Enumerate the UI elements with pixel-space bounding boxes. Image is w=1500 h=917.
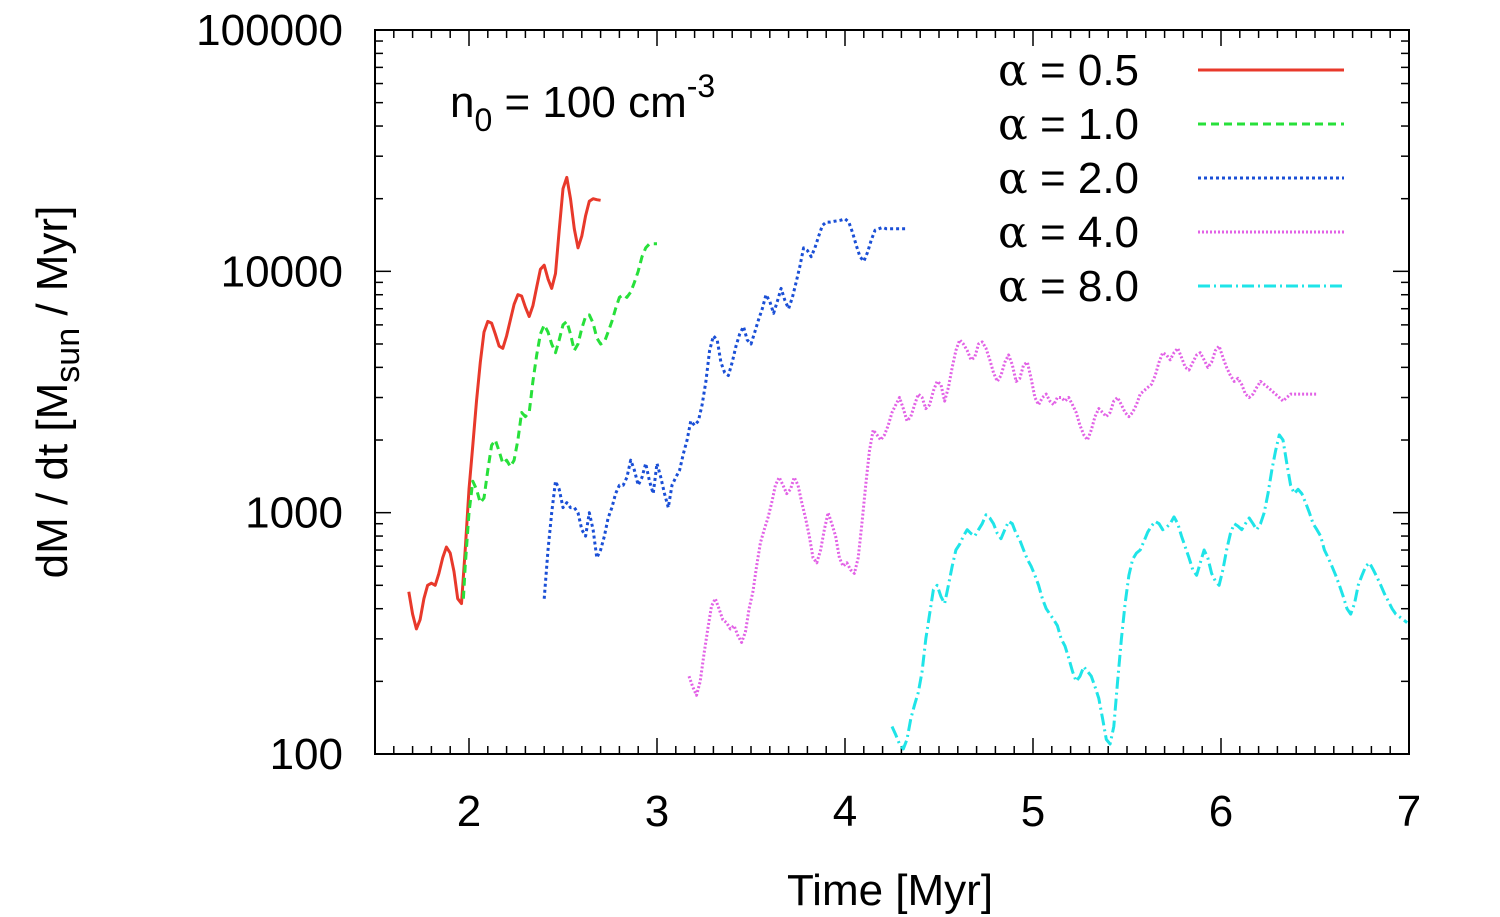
legend-alpha-value: = 2.0: [1028, 154, 1139, 203]
legend-alpha-symbol: α: [998, 261, 1028, 312]
legend: α = 0.5α = 1.0α = 2.0α = 4.0α = 8.0: [998, 45, 1344, 312]
axis-ticks: [375, 29, 1410, 755]
series-line-1: [407, 175, 601, 631]
x-tick-label: 6: [1209, 787, 1233, 836]
series-group: [407, 175, 1409, 751]
legend-label-4: α = 4.0: [998, 207, 1139, 258]
legend-alpha-symbol: α: [998, 99, 1028, 150]
y-axis-label: dM / dt [Msun / Myr]: [28, 206, 87, 579]
legend-alpha-symbol: α: [998, 153, 1028, 204]
annotation-subscript: 0: [474, 102, 492, 138]
legend-alpha-value: = 8.0: [1028, 262, 1139, 311]
x-tick-label: 3: [645, 787, 669, 836]
annotation-middle: = 100 cm: [492, 78, 686, 127]
legend-alpha-value: = 4.0: [1028, 208, 1139, 257]
annotation-base: n: [450, 78, 474, 127]
annotation-superscript: -3: [687, 68, 715, 104]
x-tick-label: 2: [457, 787, 481, 836]
legend-alpha-symbol: α: [998, 45, 1028, 96]
series-line-3: [542, 217, 906, 599]
legend-label-1: α = 0.5: [998, 45, 1139, 96]
series-line-5: [890, 433, 1409, 751]
y-tick-label: 10000: [221, 247, 343, 296]
y-axis-label-subscript: sun: [49, 328, 87, 383]
legend-label-5: α = 8.0: [998, 261, 1139, 312]
legend-alpha-symbol: α: [998, 207, 1028, 258]
series-line-2: [461, 242, 657, 599]
x-tick-label: 5: [1021, 787, 1045, 836]
x-axis-label: Time [Myr]: [787, 866, 993, 915]
x-tick-label: 7: [1397, 787, 1421, 836]
legend-alpha-value: = 1.0: [1028, 100, 1139, 149]
series-line-4: [687, 338, 1317, 697]
y-tick-label: 1000: [245, 489, 343, 538]
legend-alpha-value: = 0.5: [1028, 46, 1139, 95]
legend-label-3: α = 2.0: [998, 153, 1139, 204]
x-tick-label: 4: [833, 787, 857, 836]
y-axis-label-main: dM / dt [M: [28, 383, 77, 579]
plot-frame: [374, 29, 1410, 755]
legend-label-2: α = 1.0: [998, 99, 1139, 150]
tick-labels: 2 3 4 5 6 7 100 1000 10000 100000: [196, 6, 1421, 836]
density-annotation: n0 = 100 cm-3: [450, 68, 715, 138]
y-tick-label: 100: [270, 730, 343, 779]
y-tick-label: 100000: [196, 6, 343, 55]
y-axis-label-tail: / Myr]: [28, 206, 77, 328]
